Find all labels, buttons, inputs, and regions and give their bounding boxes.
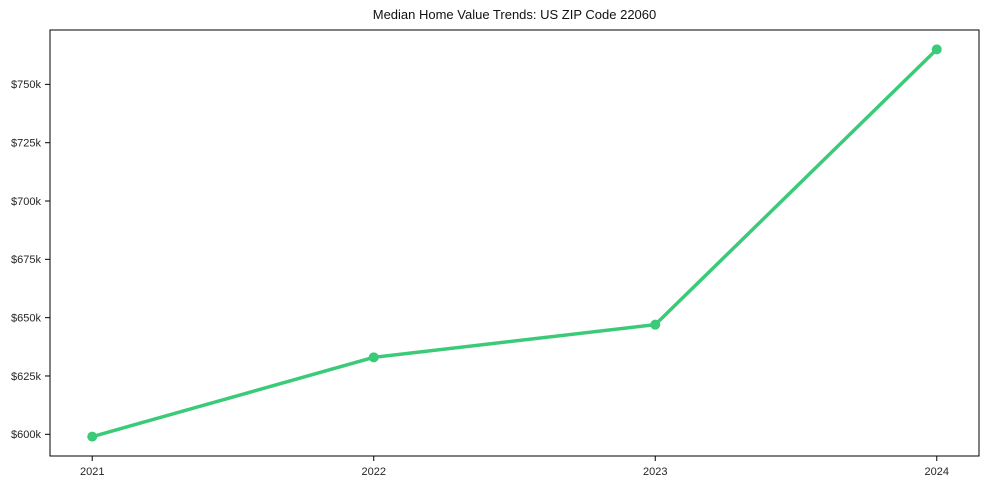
y-tick-label: $600k [11,429,41,441]
data-point-marker [87,431,98,442]
y-tick-label: $750k [11,79,41,91]
data-point-marker [931,44,942,55]
chart-title: Median Home Value Trends: US ZIP Code 22… [372,7,657,22]
y-tick-label: $700k [11,196,41,208]
x-tick-label: 2023 [643,466,667,478]
trend-line [90,47,939,439]
data-point-marker [650,319,661,330]
x-tick-label: 2021 [80,466,104,478]
y-tick-label: $625k [11,371,41,383]
plot-border [49,29,980,457]
x-tick-label: 2022 [362,466,386,478]
y-tick-label: $675k [11,254,41,266]
y-tick-label: $650k [11,313,41,325]
y-tick-label: $725k [11,138,41,150]
data-point-marker [368,352,379,363]
x-tick-label: 2024 [925,466,949,478]
